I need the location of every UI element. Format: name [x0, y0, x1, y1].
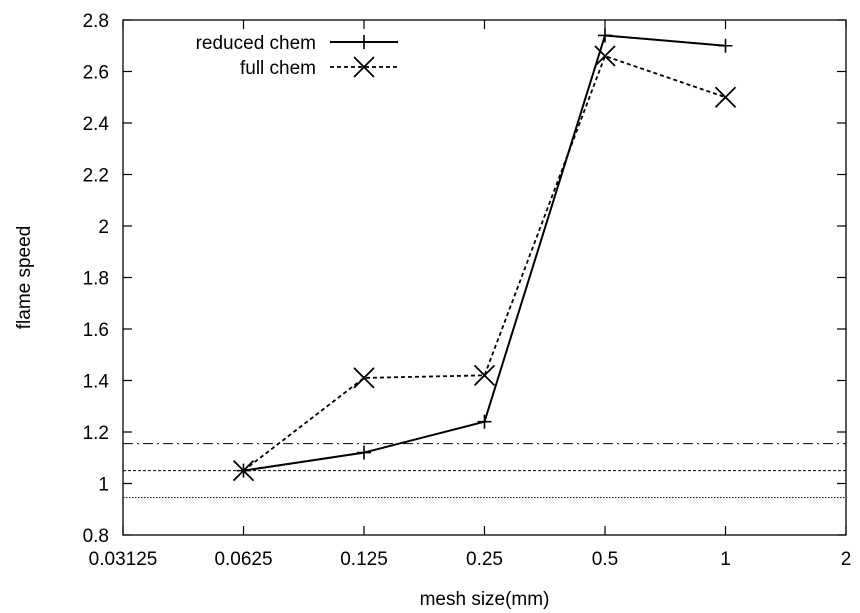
- series-line-full-chem: [242, 54, 726, 472]
- legend-label-full-chem: full chem: [240, 58, 316, 79]
- data-point-reduced-chem: [718, 38, 733, 53]
- legend-marker-full-chem: [353, 56, 375, 78]
- y-tick-label: 1.8: [83, 269, 109, 290]
- x-tick-label: 2: [841, 549, 852, 570]
- data-point-reduced-chem: [477, 414, 492, 429]
- x-axis-label: mesh size(mm): [420, 589, 550, 610]
- y-tick-label: 2.6: [83, 63, 109, 84]
- y-tick-label: 2.8: [83, 11, 109, 32]
- y-tick-label: 2: [98, 217, 109, 238]
- y-axis-label: flame speed: [14, 226, 35, 330]
- series-line-reduced-chem: [243, 34, 726, 472]
- y-tick-label: 1: [98, 475, 109, 496]
- series-layer: [232, 28, 737, 482]
- data-point-reduced-chem: [598, 28, 612, 43]
- data-point-full-chem: [594, 45, 616, 67]
- y-tick-label: 1.2: [83, 423, 109, 444]
- data-point-reduced-chem: [357, 445, 371, 460]
- legend-marker-reduced-chem: [357, 35, 371, 49]
- plot-frame: [122, 19, 847, 536]
- y-tick-label: 2.4: [83, 114, 110, 135]
- axis-ticks: [122, 19, 847, 536]
- tick-labels: 0.03125 0.0625 0.125 0.25 0.5 1 2 0.8 1 1.2 1.4 1.6…: [83, 11, 852, 570]
- x-tick-label: 0.5: [592, 549, 618, 570]
- reference-lines: [123, 443, 846, 499]
- x-tick-label: 1: [720, 549, 731, 570]
- y-tick-label: 0.8: [83, 526, 109, 547]
- x-tick-label: 0.0625: [214, 549, 272, 570]
- legend: reduced chem full chem: [196, 33, 398, 79]
- data-point-full-chem: [714, 86, 737, 108]
- y-tick-label: 1.6: [83, 320, 109, 341]
- y-tick-label: 2.2: [83, 166, 109, 187]
- x-tick-label: 0.25: [466, 549, 503, 570]
- x-tick-label: 0.03125: [89, 549, 158, 570]
- y-tick-label: 1.4: [83, 372, 110, 393]
- data-point-full-chem: [353, 367, 375, 389]
- x-tick-label: 0.125: [340, 549, 388, 570]
- data-point-full-chem: [473, 364, 496, 386]
- data-point-full-chem: [232, 459, 255, 482]
- legend-label-reduced-chem: reduced chem: [196, 33, 316, 54]
